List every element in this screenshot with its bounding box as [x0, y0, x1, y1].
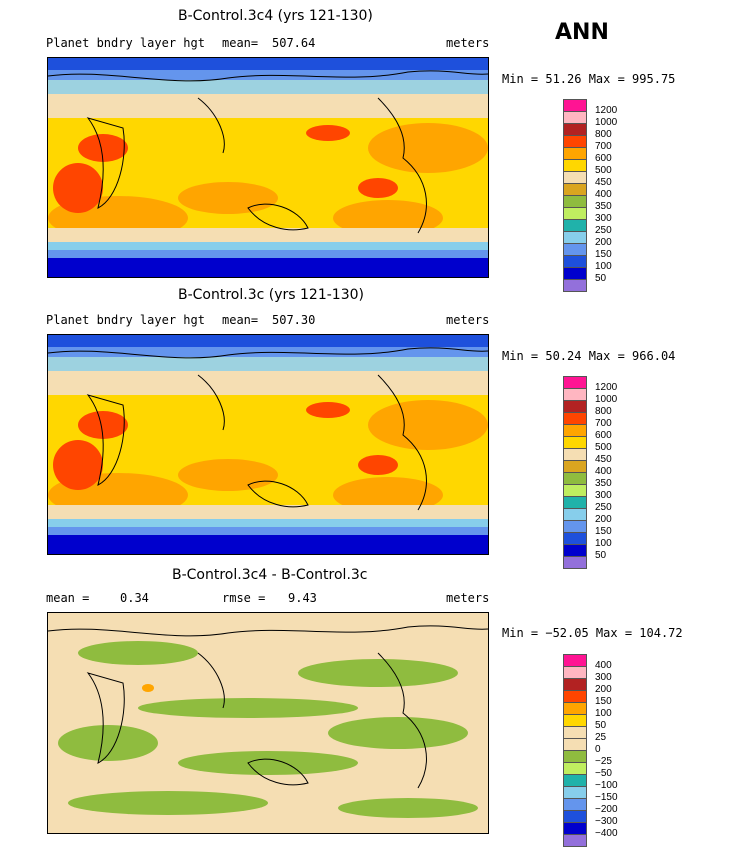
panel3-mean-value: 0.34	[120, 591, 149, 605]
colorbar-label: −100	[595, 780, 618, 791]
panel3-map	[47, 612, 489, 834]
panel1-map	[47, 57, 489, 278]
panel3-units: meters	[446, 591, 490, 605]
panel3-mean-label: mean =	[46, 591, 90, 605]
panel2-colorbar: 1200 1000 800 700 600 500 450 400 350 300 250 200 15…	[563, 376, 643, 569]
colorbar-label: 1000	[595, 117, 618, 128]
colorbar-label: 1000	[595, 394, 618, 405]
panel3-rmse-label: rmse =	[222, 591, 266, 605]
colorbar-label: 100	[595, 261, 612, 272]
colorbar-label: 150	[595, 249, 612, 260]
panel3-minmax: Min = −52.05 Max = 104.72	[502, 626, 683, 640]
colorbar-label: 300	[595, 490, 612, 501]
panel1-minmax: Min = 51.26 Max = 995.75	[502, 72, 676, 86]
panel3-rmse-value: 9.43	[288, 591, 317, 605]
colorbar-label: 50	[595, 720, 607, 731]
colorbar-swatch	[563, 556, 587, 569]
colorbar-label: −200	[595, 804, 618, 815]
colorbar-label: 400	[595, 660, 612, 671]
colorbar-label: 500	[595, 442, 612, 453]
colorbar-label: 600	[595, 153, 612, 164]
colorbar-label: 0	[595, 744, 601, 755]
colorbar-label: 450	[595, 177, 612, 188]
colorbar-label: 50	[595, 550, 607, 561]
colorbar-label: 200	[595, 684, 612, 695]
colorbar-label: −25	[595, 756, 612, 767]
colorbar-label: 450	[595, 454, 612, 465]
colorbar-label: 300	[595, 672, 612, 683]
colorbar-label: 400	[595, 466, 612, 477]
panel1-title: B-Control.3c4 (yrs 121-130)	[178, 8, 373, 24]
colorbar-swatch	[563, 834, 587, 847]
panel1-units: meters	[446, 36, 490, 50]
colorbar-label: 1200	[595, 382, 618, 393]
colorbar-label: 150	[595, 526, 612, 537]
colorbar-label: −50	[595, 768, 612, 779]
panel3-title: B-Control.3c4 - B-Control.3c	[172, 567, 368, 583]
panel2-mean-label: mean=	[222, 313, 259, 327]
panel2-map	[47, 334, 489, 555]
colorbar-label: 50	[595, 273, 607, 284]
panel2-units: meters	[446, 313, 490, 327]
panel1-mean-label: mean=	[222, 36, 259, 50]
colorbar-label: 150	[595, 696, 612, 707]
colorbar-label: 700	[595, 418, 612, 429]
panel2-title: B-Control.3c (yrs 121-130)	[178, 287, 364, 303]
colorbar-label: 800	[595, 406, 612, 417]
panel2-field-name: Planet bndry layer hgt	[46, 313, 205, 327]
panel2-minmax: Min = 50.24 Max = 966.04	[502, 349, 676, 363]
panel2-mean-value: 507.30	[272, 313, 316, 327]
colorbar-label: 400	[595, 189, 612, 200]
colorbar-label: 1200	[595, 105, 618, 116]
colorbar-label: 700	[595, 141, 612, 152]
colorbar-label: 350	[595, 478, 612, 489]
panel1-mean-value: 507.64	[272, 36, 316, 50]
colorbar-label: −400	[595, 828, 618, 839]
colorbar-label: 250	[595, 502, 612, 513]
colorbar-label: 250	[595, 225, 612, 236]
colorbar-label: 100	[595, 538, 612, 549]
colorbar-label: 300	[595, 213, 612, 224]
season-label: ANN	[555, 20, 609, 45]
colorbar-swatch	[563, 279, 587, 292]
colorbar-label: 25	[595, 732, 607, 743]
colorbar-label: 600	[595, 430, 612, 441]
colorbar-label: −150	[595, 792, 618, 803]
colorbar-label: 200	[595, 514, 612, 525]
colorbar-label: 500	[595, 165, 612, 176]
panel1-field-name: Planet bndry layer hgt	[46, 36, 205, 50]
colorbar-label: 100	[595, 708, 612, 719]
colorbar-label: −300	[595, 816, 618, 827]
colorbar-label: 800	[595, 129, 612, 140]
colorbar-label: 350	[595, 201, 612, 212]
panel1-colorbar: 1200 1000 800 700 600 500 450 400 350 300 250 200 15…	[563, 99, 643, 292]
colorbar-label: 200	[595, 237, 612, 248]
panel3-colorbar: 400 300 200 150 100 50 25 0 −25 −50 −100 −150 −200 −3…	[563, 654, 643, 847]
